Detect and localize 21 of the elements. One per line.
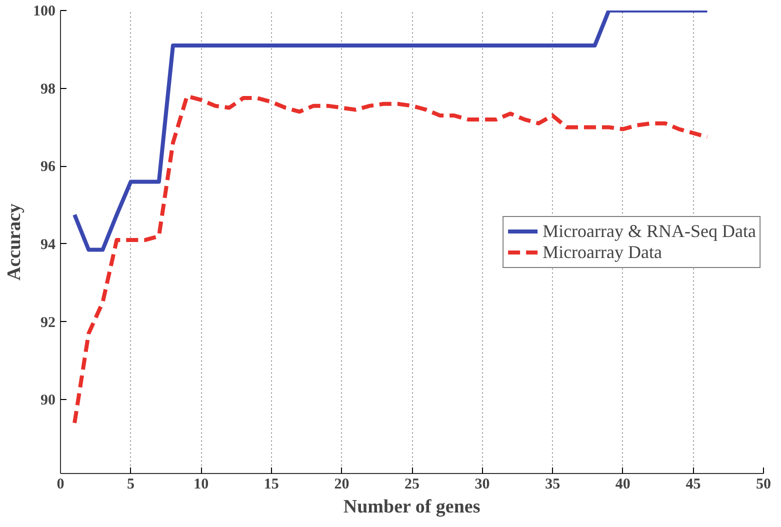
legend-label: Microarray Data	[542, 242, 662, 262]
x-tick-label: 50	[756, 476, 771, 492]
y-tick-label: 96	[40, 159, 56, 176]
x-tick-label: 0	[56, 476, 64, 492]
x-tick-label: 15	[264, 476, 279, 492]
x-tick-label: 40	[615, 476, 630, 492]
legend-label: Microarray & RNA-Seq Data	[542, 220, 756, 242]
x-tick-label: 25	[404, 476, 420, 492]
y-tick-label: 98	[40, 81, 56, 98]
y-axis-title: Accuracy	[4, 202, 25, 281]
x-tick-label: 35	[545, 476, 560, 492]
x-tick-label: 20	[334, 476, 350, 492]
y-tick-label: 94	[40, 236, 56, 253]
x-tick-label: 5	[127, 476, 135, 492]
y-tick-label: 92	[40, 314, 56, 331]
x-axis-title: Number of genes	[343, 496, 480, 518]
x-tick-label: 10	[194, 476, 209, 492]
x-tick-label: 45	[686, 476, 701, 492]
x-tick-label: 30	[474, 476, 490, 492]
y-tick-label: 90	[40, 392, 56, 409]
y-tick-label: 100	[33, 4, 56, 20]
